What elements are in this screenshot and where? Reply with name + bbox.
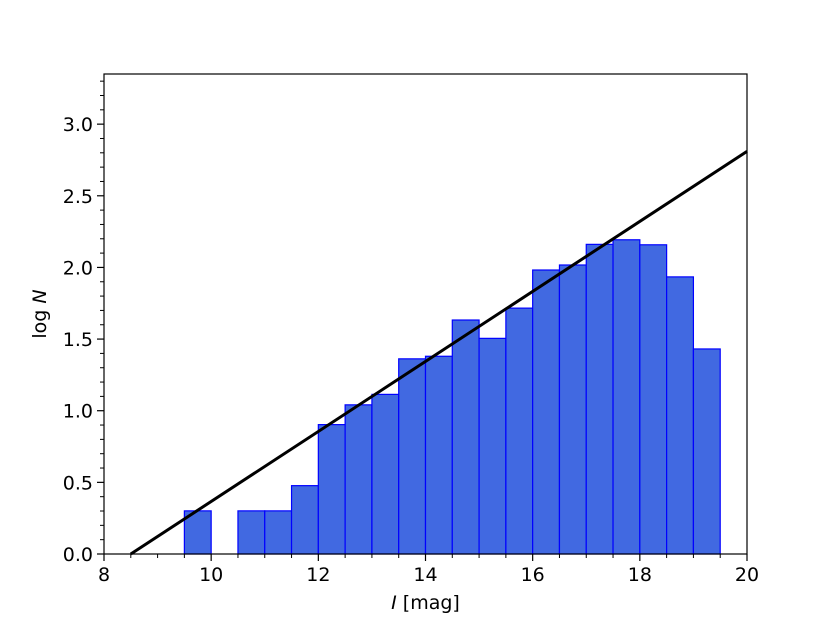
x-axis-label-unit: [mag] <box>397 592 460 614</box>
y-axis-label: log N <box>29 289 51 338</box>
histogram-bar-5 <box>344 404 373 555</box>
x-tick-label: 12 <box>306 564 330 586</box>
y-tick-label: 0.0 <box>63 544 93 566</box>
y-tick-label: 1.0 <box>63 401 93 423</box>
histogram-bar-8 <box>424 355 453 555</box>
histogram-bar-10 <box>478 337 507 555</box>
histogram-bar-13 <box>558 264 587 555</box>
bars-group <box>183 239 721 555</box>
x-tick-label: 14 <box>413 564 437 586</box>
y-tick-label: 1.5 <box>63 329 93 351</box>
y-tick-label: 2.5 <box>63 186 93 208</box>
histogram-bar-11 <box>505 307 534 555</box>
x-tick-label: 20 <box>735 564 759 586</box>
histogram-bar-2 <box>264 510 293 555</box>
histogram-bar-12 <box>532 269 561 555</box>
x-axis-label: I [mag] <box>391 592 460 614</box>
x-tick-label: 16 <box>521 564 545 586</box>
x-tick-label: 18 <box>628 564 652 586</box>
histogram-bar-1 <box>237 510 266 555</box>
fit-line-group <box>129 150 748 556</box>
histogram-bar-4 <box>317 424 346 555</box>
histogram-bar-3 <box>290 485 319 555</box>
y-axis-ticks: 0.0 0.5 1.0 1.5 2.0 2.5 3.0 <box>63 80 104 566</box>
x-axis-label-var: I <box>391 592 397 614</box>
y-tick-label: 0.5 <box>63 472 93 494</box>
y-tick-label: 3.0 <box>63 114 93 136</box>
histogram-bar-0 <box>183 510 212 555</box>
fit-line <box>129 150 748 556</box>
x-tick-label: 10 <box>199 564 223 586</box>
histogram-bar-6 <box>371 393 400 555</box>
histogram-bar-7 <box>398 358 427 555</box>
x-axis-ticks: 8 10 12 14 16 18 20 <box>98 554 759 586</box>
histogram-bar-16 <box>639 244 668 555</box>
histogram-bar-9 <box>451 319 480 555</box>
histogram-bar-18 <box>692 348 721 555</box>
x-tick-label: 8 <box>98 564 110 586</box>
histogram-bar-15 <box>612 239 641 555</box>
y-axis-label-prefix: log <box>29 304 51 339</box>
histogram-bar-17 <box>666 276 695 555</box>
y-axis-label-var: N <box>29 289 51 303</box>
histogram-bar-14 <box>585 243 614 555</box>
y-tick-label: 2.0 <box>63 257 93 279</box>
